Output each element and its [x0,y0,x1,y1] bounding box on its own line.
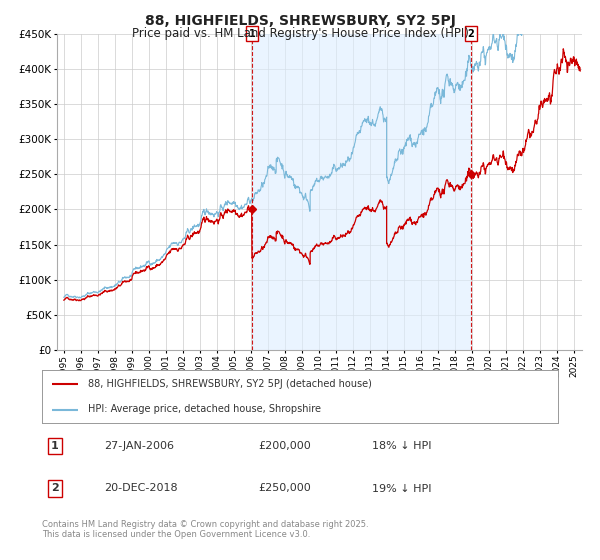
Text: 88, HIGHFIELDS, SHREWSBURY, SY2 5PJ (detached house): 88, HIGHFIELDS, SHREWSBURY, SY2 5PJ (det… [88,380,373,390]
Text: 20-DEC-2018: 20-DEC-2018 [104,483,178,493]
Text: 1: 1 [248,29,255,39]
Text: HPI: Average price, detached house, Shropshire: HPI: Average price, detached house, Shro… [88,404,322,414]
Text: £200,000: £200,000 [259,441,311,451]
Text: 19% ↓ HPI: 19% ↓ HPI [372,483,432,493]
Text: 1: 1 [51,441,59,451]
Text: Price paid vs. HM Land Registry's House Price Index (HPI): Price paid vs. HM Land Registry's House … [131,27,469,40]
Text: 2: 2 [51,483,59,493]
Text: 2: 2 [467,29,475,39]
Text: 27-JAN-2006: 27-JAN-2006 [104,441,174,451]
Text: 18% ↓ HPI: 18% ↓ HPI [372,441,432,451]
Text: £250,000: £250,000 [259,483,311,493]
Text: Contains HM Land Registry data © Crown copyright and database right 2025.
This d: Contains HM Land Registry data © Crown c… [42,520,368,539]
Bar [252,34,471,350]
Text: 88, HIGHFIELDS, SHREWSBURY, SY2 5PJ: 88, HIGHFIELDS, SHREWSBURY, SY2 5PJ [145,14,455,28]
